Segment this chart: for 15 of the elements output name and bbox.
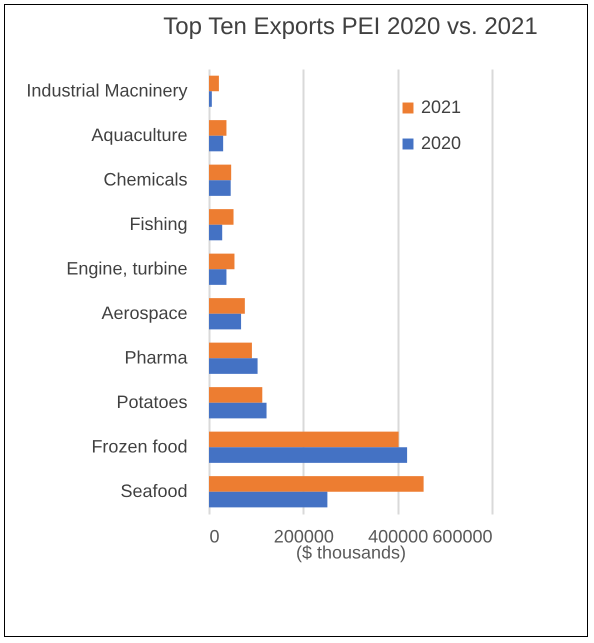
y-tick-label: Engine, turbine (66, 258, 188, 278)
chart-title: Top Ten Exports PEI 2020 vs. 2021 (163, 13, 538, 40)
y-tick-label: Frozen food (91, 436, 188, 456)
y-tick-label: Aquaculture (91, 124, 188, 145)
y-tick-label: Pharma (124, 347, 188, 368)
legend-label: 2020 (421, 133, 462, 153)
x-tick-label: 600000 (432, 526, 492, 546)
y-tick-label: Potatoes (116, 392, 188, 412)
y-tick-label: Seafood (120, 480, 188, 501)
y-tick-label: Chemicals (103, 169, 188, 190)
y-tick-label: Fishing (129, 214, 188, 234)
legend-label: 2021 (421, 97, 462, 117)
y-tick-label: Industrial Macninery (26, 80, 188, 100)
x-tick-label: 0 (210, 526, 220, 546)
y-tick-label: Aerospace (101, 302, 188, 323)
